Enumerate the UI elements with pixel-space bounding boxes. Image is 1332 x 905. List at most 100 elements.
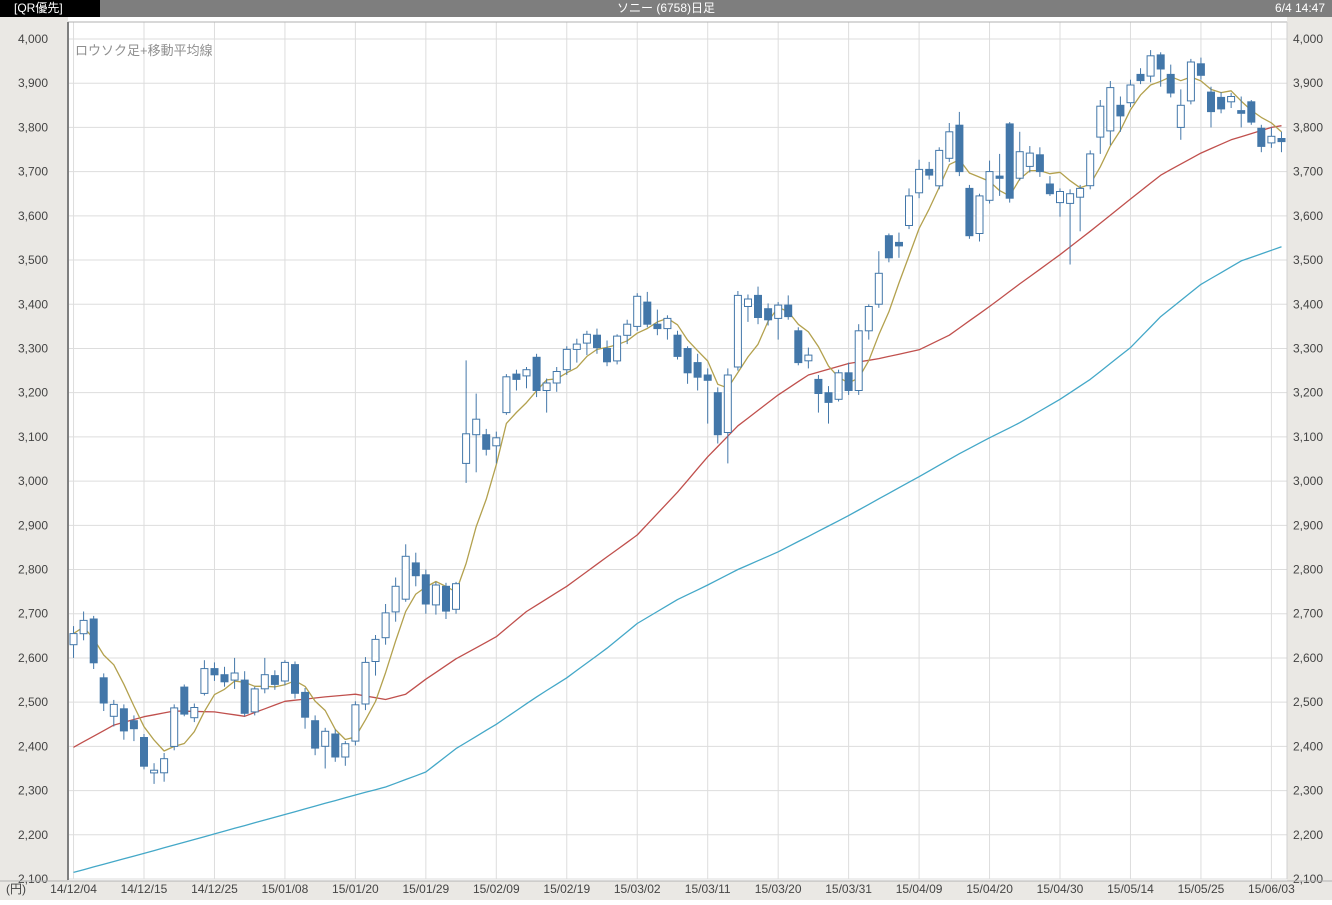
- candle: [1106, 81, 1115, 146]
- candle-body-up: [804, 354, 813, 362]
- y-axis-label-right: 3,700: [1293, 165, 1323, 179]
- y-axis-label-right: 3,900: [1293, 76, 1323, 90]
- candle-body-up: [854, 330, 863, 391]
- candle: [492, 431, 501, 464]
- y-axis-label-right: 2,200: [1293, 828, 1323, 842]
- candle: [1116, 96, 1125, 132]
- candle: [220, 666, 229, 687]
- y-axis-label-left: 2,400: [18, 739, 48, 753]
- candle: [361, 657, 370, 711]
- candle-body-down: [291, 664, 299, 694]
- candle-body-down: [1237, 110, 1246, 114]
- candle-body-up: [472, 418, 481, 436]
- candle: [995, 153, 1004, 196]
- candle-body-up: [190, 707, 199, 719]
- candle: [713, 387, 722, 444]
- candle-body-up: [452, 583, 460, 610]
- y-axis-label-right: 3,200: [1293, 386, 1323, 400]
- y-axis-label-left: 2,600: [18, 651, 48, 665]
- quote-timestamp: 6/4 14:47: [1274, 1, 1325, 15]
- candle-body-up: [79, 619, 88, 635]
- candle-body-down: [1116, 104, 1125, 117]
- candle-body-down: [754, 294, 762, 318]
- candle-body-up: [572, 343, 581, 350]
- x-axis-label: 15/01/29: [402, 882, 449, 896]
- x-axis-label: 14/12/25: [191, 882, 238, 896]
- y-axis-label-left: 3,200: [18, 386, 48, 400]
- candle: [814, 375, 823, 413]
- candle: [945, 123, 954, 162]
- candle: [633, 293, 642, 331]
- candle: [1166, 64, 1175, 98]
- candle: [200, 660, 209, 696]
- candle-body-down: [1005, 123, 1014, 199]
- candle: [935, 147, 944, 190]
- x-axis-label: 15/03/20: [755, 882, 802, 896]
- candle: [1035, 147, 1044, 177]
- candle-body-up: [341, 743, 350, 758]
- candle-body-down: [814, 378, 823, 394]
- candle: [452, 581, 460, 614]
- candle-body-down: [925, 168, 934, 176]
- candle-body-up: [1186, 61, 1195, 102]
- candle: [1056, 188, 1064, 217]
- candle-body-down: [713, 392, 722, 436]
- candle-body-up: [733, 294, 742, 368]
- y-axis-label-left: 3,100: [18, 430, 48, 444]
- candle: [1025, 146, 1034, 173]
- y-axis-label-right: 3,400: [1293, 297, 1323, 311]
- candle: [462, 360, 471, 483]
- candle: [1136, 68, 1145, 85]
- candle-body-up: [391, 585, 400, 613]
- y-axis-label-right: 3,100: [1293, 430, 1323, 444]
- candle-body-down: [764, 308, 773, 321]
- y-axis-label-left: 3,900: [18, 76, 48, 90]
- candle-body-up: [1227, 96, 1236, 103]
- x-axis-label: 15/05/14: [1107, 882, 1154, 896]
- chart-title: ソニー (6758)日足: [616, 1, 716, 15]
- candle: [391, 577, 400, 622]
- candle: [1045, 176, 1054, 196]
- y-axis-label-right: 2,300: [1293, 784, 1323, 798]
- candle: [733, 291, 742, 371]
- candle: [1227, 92, 1236, 108]
- candle-body-up: [633, 295, 642, 327]
- candle-body-down: [1277, 138, 1286, 143]
- y-axis-label-right: 2,800: [1293, 563, 1323, 577]
- candle-body-down: [824, 392, 833, 403]
- candle: [1186, 58, 1195, 105]
- candle-body-up: [623, 323, 632, 336]
- candle-body-up: [69, 633, 78, 646]
- candle-body-up: [200, 668, 209, 694]
- candle: [411, 552, 420, 587]
- candle-body-down: [884, 235, 893, 259]
- candle-body-down: [693, 362, 702, 378]
- candle-body-down: [220, 674, 229, 683]
- candle: [603, 340, 611, 367]
- candle-body-down: [442, 585, 450, 612]
- candle-body-down: [683, 348, 692, 374]
- candle-body-down: [955, 124, 964, 173]
- candle-body-up: [361, 661, 370, 705]
- candle-body-down: [643, 301, 652, 325]
- x-axis-label: 15/01/20: [332, 882, 379, 896]
- candle-body-down: [1196, 63, 1205, 76]
- candle: [311, 715, 320, 756]
- candle: [593, 328, 601, 354]
- candle-body-down: [270, 675, 279, 685]
- candle: [542, 378, 551, 413]
- candle-body-up: [371, 638, 380, 663]
- candle: [804, 347, 813, 369]
- y-axis-label-left: 3,500: [18, 253, 48, 267]
- candle-body-up: [774, 304, 783, 319]
- x-axis-label: 15/06/03: [1248, 882, 1295, 896]
- y-axis-label-right: 3,500: [1293, 253, 1323, 267]
- candle-body-down: [140, 737, 148, 767]
- candle-body-up: [230, 672, 239, 681]
- candle-body-up: [160, 758, 169, 774]
- candle: [381, 604, 390, 645]
- candle-body-up: [502, 376, 511, 414]
- candle: [291, 661, 299, 699]
- candle: [1277, 131, 1286, 153]
